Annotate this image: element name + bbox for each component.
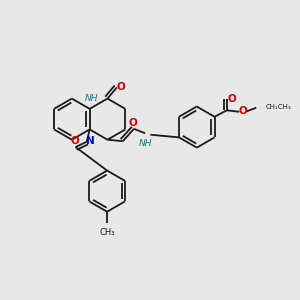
Text: NH: NH	[139, 140, 152, 148]
Text: O: O	[227, 94, 236, 103]
Text: CH₃: CH₃	[99, 228, 115, 237]
Text: O: O	[70, 136, 79, 146]
Text: NH: NH	[84, 94, 98, 103]
Text: O: O	[129, 118, 138, 128]
Text: O: O	[116, 82, 125, 92]
Text: CH₂CH₃: CH₂CH₃	[266, 104, 291, 110]
Text: O: O	[239, 106, 248, 116]
Text: N: N	[86, 136, 95, 146]
